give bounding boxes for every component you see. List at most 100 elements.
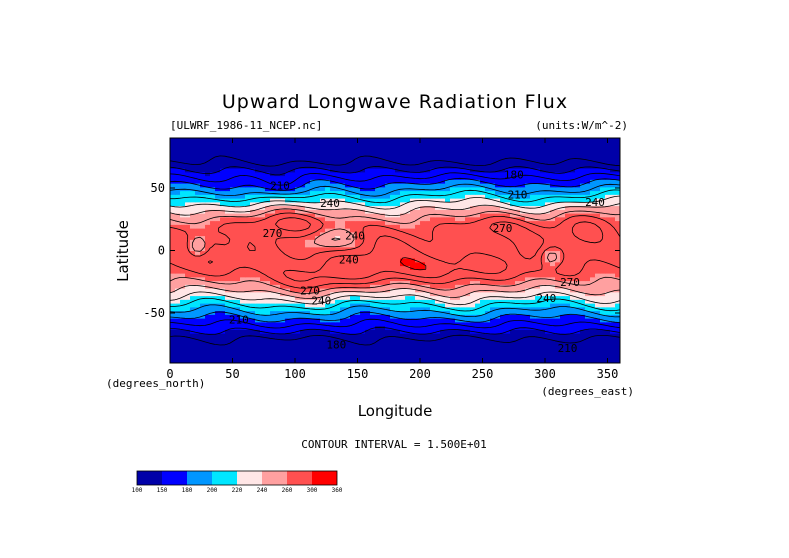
heatmap-cell	[425, 333, 431, 338]
heatmap-cell	[585, 160, 591, 165]
heatmap-cell	[570, 333, 576, 338]
heatmap-cell	[480, 190, 486, 195]
heatmap-cell	[440, 333, 446, 338]
heatmap-cell	[260, 276, 266, 282]
heatmap-cell	[530, 344, 536, 349]
heatmap-cell	[385, 209, 391, 214]
heatmap-cell	[395, 254, 401, 259]
heatmap-cell	[310, 160, 316, 165]
heatmap-cell	[250, 156, 256, 162]
heatmap-cell	[525, 265, 531, 270]
heatmap-cell	[275, 340, 281, 345]
heatmap-cell	[580, 239, 586, 244]
heatmap-cell	[550, 239, 556, 244]
heatmap-cell	[170, 299, 176, 304]
heatmap-cell	[490, 348, 496, 353]
heatmap-cell	[395, 325, 401, 330]
heatmap-cell	[545, 183, 551, 188]
heatmap-cell	[470, 318, 476, 323]
heatmap-cell	[415, 348, 421, 353]
heatmap-cell	[590, 284, 596, 289]
heatmap-cell	[250, 175, 256, 180]
heatmap-cell	[455, 250, 461, 255]
heatmap-cell	[170, 243, 176, 248]
heatmap-cell	[480, 351, 486, 357]
heatmap-cell	[465, 175, 471, 180]
heatmap-cell	[210, 288, 216, 293]
heatmap-cell	[380, 250, 386, 255]
heatmap-cell	[605, 224, 611, 229]
heatmap-cell	[495, 329, 501, 334]
heatmap-cell	[405, 351, 411, 357]
heatmap-cell	[360, 276, 366, 282]
heatmap-cell	[540, 340, 546, 345]
heatmap-cell	[185, 231, 191, 237]
heatmap-cell	[360, 333, 366, 338]
heatmap-cell	[255, 314, 261, 319]
heatmap-cell	[380, 209, 386, 214]
heatmap-cell	[605, 194, 611, 199]
heatmap-cell	[585, 276, 591, 282]
heatmap-cell	[460, 348, 466, 353]
heatmap-cell	[575, 314, 581, 319]
heatmap-cell	[470, 265, 476, 270]
heatmap-cell	[355, 284, 361, 289]
heatmap-cell	[435, 310, 441, 315]
heatmap-cell	[380, 164, 386, 169]
heatmap-cell	[365, 239, 371, 244]
heatmap-cell	[275, 333, 281, 338]
heatmap-cell	[335, 288, 341, 293]
heatmap-cell	[560, 359, 566, 363]
heatmap-cell	[285, 318, 291, 323]
heatmap-cell	[450, 160, 456, 165]
heatmap-cell	[350, 231, 356, 237]
heatmap-cell	[290, 295, 296, 300]
heatmap-cell	[200, 306, 206, 312]
heatmap-cell	[500, 295, 506, 300]
heatmap-cell	[495, 336, 501, 342]
heatmap-cell	[190, 190, 196, 195]
heatmap-cell	[255, 153, 261, 158]
heatmap-cell	[180, 235, 186, 240]
heatmap-cell	[320, 175, 326, 180]
heatmap-cell	[445, 243, 451, 248]
heatmap-cell	[495, 318, 501, 323]
heatmap-cell	[485, 333, 491, 338]
heatmap-cell	[610, 201, 616, 207]
heatmap-cell	[170, 321, 176, 327]
heatmap-cell	[400, 321, 406, 327]
heatmap-cell	[395, 348, 401, 353]
heatmap-cell	[265, 295, 271, 300]
heatmap-cell	[615, 333, 620, 338]
heatmap-cell	[195, 190, 201, 195]
heatmap-cell	[580, 254, 586, 259]
heatmap-cell	[235, 348, 241, 353]
heatmap-cell	[475, 209, 481, 214]
heatmap-cell	[540, 254, 546, 259]
heatmap-cell	[340, 321, 346, 327]
heatmap-cell	[360, 306, 366, 312]
heatmap-cell	[210, 198, 216, 203]
heatmap-cell	[280, 299, 286, 304]
heatmap-cell	[235, 228, 241, 233]
heatmap-cell	[425, 201, 431, 207]
heatmap-cell	[500, 336, 506, 342]
heatmap-cell	[495, 228, 501, 233]
heatmap-cell	[240, 284, 246, 289]
heatmap-cell	[610, 198, 616, 203]
heatmap-cell	[315, 325, 321, 330]
heatmap-cell	[300, 250, 306, 255]
heatmap-cell	[365, 344, 371, 349]
heatmap-cell	[410, 299, 416, 304]
heatmap-cell	[490, 276, 496, 282]
heatmap-cell	[385, 258, 391, 263]
heatmap-cell	[260, 318, 266, 323]
heatmap-cell	[230, 269, 236, 274]
heatmap-cell	[510, 171, 516, 177]
heatmap-cell	[245, 261, 251, 267]
heatmap-cell	[465, 344, 471, 349]
heatmap-cell	[345, 318, 351, 323]
heatmap-cell	[600, 175, 606, 180]
heatmap-cell	[455, 224, 461, 229]
heatmap-cell	[235, 265, 241, 270]
